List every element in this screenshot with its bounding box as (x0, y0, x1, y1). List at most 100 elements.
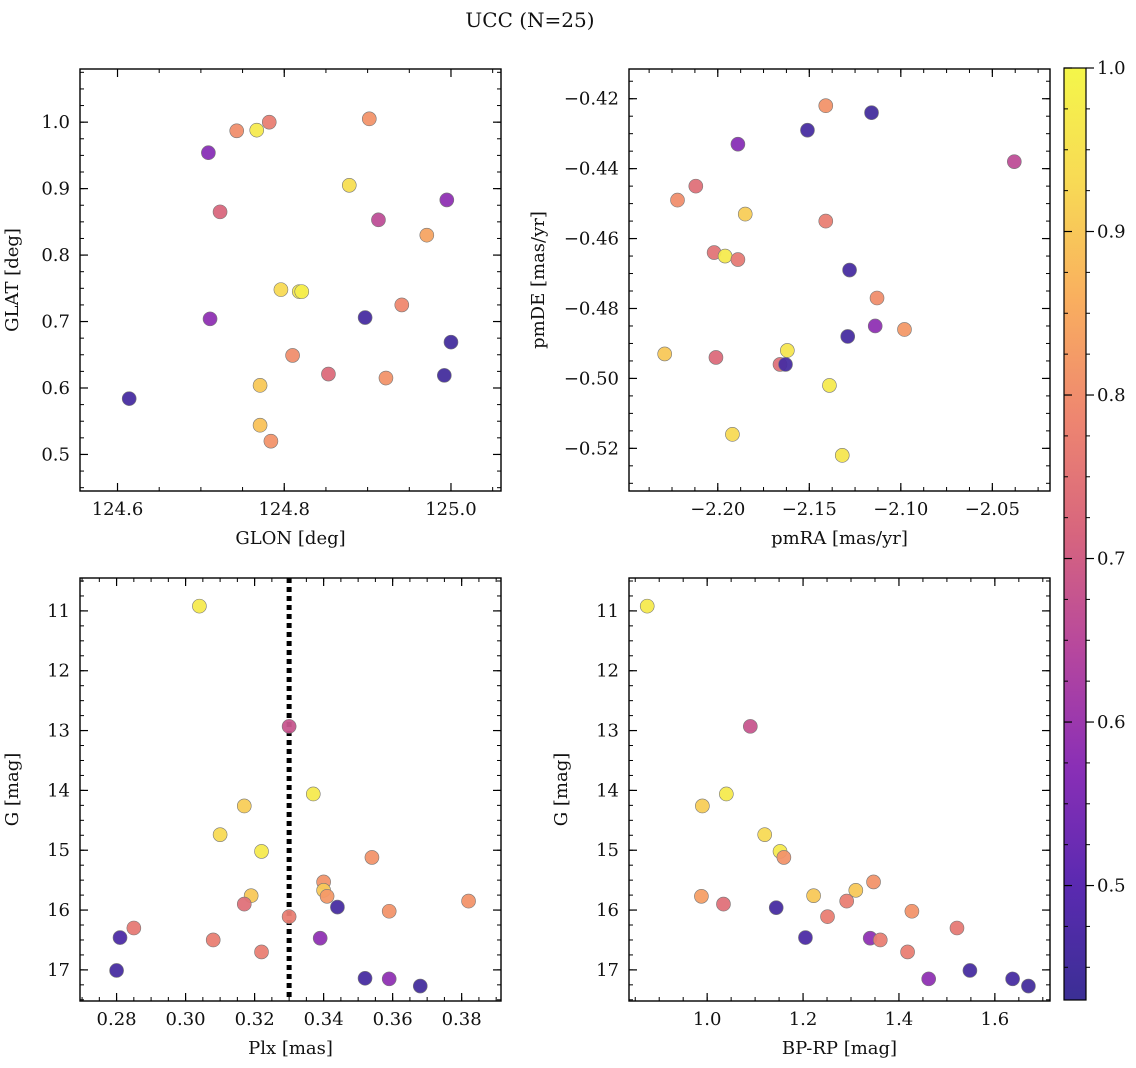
y-tick-label: 11 (47, 601, 70, 622)
data-point (842, 262, 857, 278)
y-axis-label: G [mag] (2, 753, 23, 826)
y-tick-label: 0.5 (41, 444, 70, 465)
data-point (229, 123, 245, 139)
data-point (708, 350, 724, 365)
data-point (743, 719, 758, 734)
data-point (364, 850, 380, 865)
data-point (818, 98, 834, 114)
data-point (921, 971, 936, 987)
data-point (839, 893, 854, 909)
colorbar-tick-label: 0.6 (1097, 712, 1126, 733)
data-point (281, 909, 297, 924)
x-tick-label: −2.15 (782, 499, 837, 520)
x-tick-label: 0.28 (97, 1009, 137, 1030)
data-point (897, 322, 912, 337)
data-point (205, 932, 221, 948)
colorbar-tick-label: 0.8 (1097, 385, 1126, 406)
data-point (419, 227, 435, 243)
data-point (330, 899, 345, 915)
data-point (737, 206, 753, 222)
x-tick-label: 124.6 (92, 499, 144, 520)
data-point (866, 874, 881, 890)
data-point (806, 888, 821, 903)
data-point (261, 114, 277, 130)
x-axis-label: BP-RP [mag] (782, 1038, 897, 1059)
data-point (121, 391, 137, 406)
data-point (212, 827, 228, 842)
y-tick-label: 12 (47, 661, 70, 682)
data-point (192, 598, 207, 614)
pmra-pmde-scatter-panel: −2.20 −2.15 −2.10 −2.05 −0.52 −0.50 −0.48 −0.46… (528, 68, 1051, 549)
y-tick-label: 14 (596, 780, 619, 801)
y-tick-label: 1.0 (41, 112, 70, 133)
data-point (319, 888, 335, 904)
data-point (263, 433, 279, 449)
data-point (212, 204, 228, 220)
data-point (695, 798, 710, 814)
y-tick-label: 16 (47, 900, 70, 921)
data-point (800, 122, 815, 138)
y-tick-label: 12 (596, 661, 619, 682)
data-point (273, 282, 289, 297)
colorbar: 0.5 0.6 0.7 0.8 0.9 1.0 (1063, 58, 1126, 1001)
data-point (236, 798, 252, 814)
data-point (381, 971, 397, 987)
x-axis-label: pmRA [mas/yr] (771, 528, 908, 549)
y-tick-label: −0.52 (564, 438, 619, 459)
data-point (361, 111, 377, 127)
x-axis-label: GLON [deg] (235, 528, 345, 549)
x-axis-label: Plx [mas] (248, 1038, 333, 1059)
data-point (639, 598, 655, 614)
y-tick-label: −0.48 (564, 298, 619, 319)
x-tick-label: −2.05 (965, 499, 1020, 520)
y-tick-label: 17 (47, 960, 70, 981)
x-tick-label: 0.38 (442, 1009, 482, 1030)
plx-g-scatter-panel: 0.28 0.30 0.32 0.34 0.36 0.38 11 12 13 14 15 16 17 Pl… (2, 577, 502, 1059)
data-point (437, 368, 452, 383)
y-axis-label: GLAT [deg] (2, 228, 23, 332)
data-point (305, 786, 321, 802)
x-tick-label: 1.6 (981, 1009, 1010, 1030)
data-point (371, 212, 386, 228)
x-tick-label: 0.30 (166, 1009, 206, 1030)
data-point (725, 427, 740, 442)
data-point (112, 930, 128, 945)
glon-glat-scatter-panel: 124.6 124.8 125.0 0.5 0.6 0.7 0.8 0.9 1.0 GLON [d… (2, 68, 502, 549)
y-tick-label: 11 (596, 601, 619, 622)
y-tick-label: 0.8 (41, 245, 70, 266)
axes-frame (79, 68, 502, 492)
axes-frame (79, 577, 502, 1002)
data-point (126, 920, 142, 936)
y-tick-label: −0.46 (564, 229, 619, 250)
colorbar-tick-label: 1.0 (1097, 58, 1126, 79)
data-point (252, 378, 268, 393)
data-point (840, 329, 856, 344)
y-tick-label: 0.9 (41, 179, 70, 200)
x-tick-label: 125.0 (425, 499, 477, 520)
data-point (717, 248, 733, 264)
y-tick-label: 15 (596, 840, 619, 861)
data-point (254, 944, 269, 960)
data-point (412, 978, 428, 994)
data-point (381, 903, 397, 919)
data-point (818, 213, 834, 229)
data-point (900, 944, 915, 960)
data-point (657, 346, 672, 362)
data-point (236, 896, 252, 912)
colorbar-tick-label: 0.7 (1097, 549, 1126, 570)
data-point (834, 448, 850, 463)
data-point (768, 900, 784, 915)
y-axis-label: pmDE [mas/yr] (528, 211, 549, 349)
y-tick-label: 13 (47, 721, 70, 742)
data-point (202, 311, 218, 327)
data-point (949, 920, 965, 936)
data-point (312, 930, 328, 946)
data-point (869, 290, 885, 306)
y-tick-label: 15 (47, 840, 70, 861)
colorbar-tick-label: 0.9 (1097, 222, 1126, 243)
data-point (688, 178, 704, 194)
data-point (848, 883, 864, 898)
data-point (357, 970, 373, 986)
y-tick-label: −0.44 (564, 159, 619, 180)
axes-frame (628, 68, 1051, 492)
